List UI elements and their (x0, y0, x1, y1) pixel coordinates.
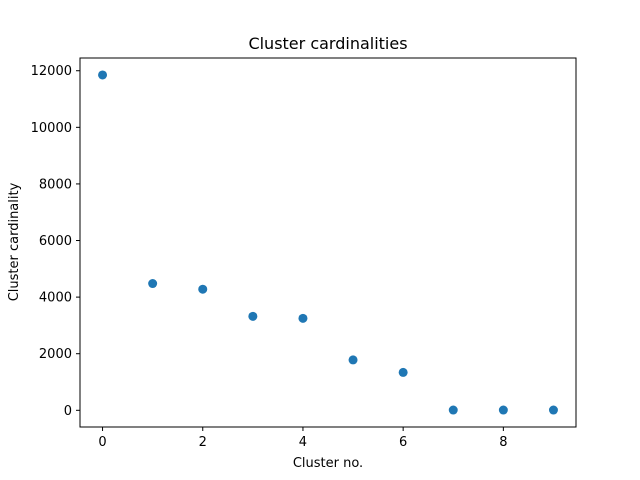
y-tick-label: 2000 (39, 347, 72, 362)
data-point (148, 279, 158, 289)
y-tick-label: 0 (64, 404, 72, 419)
x-tick-label: 8 (499, 435, 507, 450)
y-tick-label: 8000 (39, 177, 72, 192)
data-point (298, 313, 308, 323)
y-axis-label: Cluster cardinality (7, 182, 22, 301)
x-axis-label: Cluster no. (293, 456, 363, 471)
plot-frame (79, 57, 577, 428)
data-point (548, 405, 558, 415)
x-tick-label: 2 (199, 435, 207, 450)
x-tick-label: 0 (98, 435, 106, 450)
data-point (248, 311, 258, 321)
x-tick-label: 6 (399, 435, 407, 450)
data-point (348, 355, 358, 365)
data-point (448, 405, 458, 415)
data-point (398, 367, 408, 377)
data-point (198, 284, 208, 294)
chart-title: Cluster cardinalities (248, 34, 407, 53)
y-tick-label: 10000 (31, 121, 72, 136)
data-point (98, 70, 108, 80)
y-tick-label: 12000 (31, 64, 72, 79)
x-tick-label: 4 (299, 435, 307, 450)
y-tick-label: 6000 (39, 234, 72, 249)
data-point (498, 405, 508, 415)
plot-area: 0 2 4 6 8 0 2000 4000 6000 8000 10000 12000 (31, 57, 577, 450)
y-tick-label: 4000 (39, 291, 72, 306)
